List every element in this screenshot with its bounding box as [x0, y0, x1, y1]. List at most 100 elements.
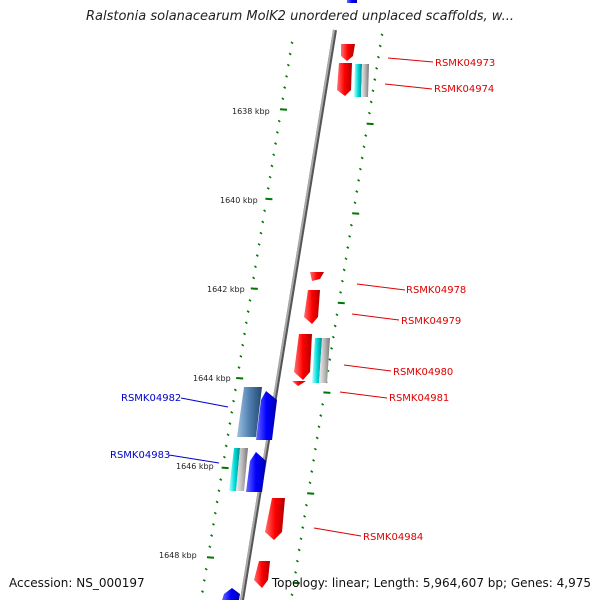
minor-tick: [313, 447, 317, 451]
feature-block[interactable]: [229, 448, 240, 491]
minor-tick: [226, 433, 230, 437]
gene-label-rsmk04982[interactable]: RSMK04982: [121, 393, 181, 404]
major-tick: [206, 556, 215, 559]
minor-tick: [348, 234, 352, 238]
minor-tick: [270, 164, 274, 168]
minor-tick: [290, 593, 294, 597]
accession-text: Accession: NS_000197: [9, 576, 145, 590]
minor-tick: [312, 458, 316, 462]
minor-tick: [367, 111, 371, 115]
minor-tick: [210, 534, 214, 537]
gene-arrow[interactable]: [337, 63, 352, 96]
major-tick: [366, 122, 374, 126]
scale-labels: 1638 kbp 1640 kbp 1642 kbp 1644 kbp 1646…: [159, 107, 270, 560]
minor-tick: [290, 41, 294, 45]
gene-label-rsmk04983[interactable]: RSMK04983: [110, 450, 170, 461]
minor-tick: [213, 511, 217, 515]
minor-tick: [232, 399, 236, 403]
map-title: Ralstonia solanacearum MolK2 unordered u…: [85, 9, 514, 24]
feature-block[interactable]: [361, 64, 369, 97]
minor-tick: [369, 100, 373, 104]
gene-label-rsmk04979[interactable]: RSMK04979: [401, 316, 461, 327]
gene-label-rsmk04973[interactable]: RSMK04973: [435, 58, 495, 69]
gene-arrow[interactable]: [237, 387, 262, 437]
minor-tick: [321, 402, 325, 406]
minor-tick: [274, 142, 278, 145]
gene-arrow[interactable]: [341, 44, 355, 61]
gene-arrow[interactable]: [256, 391, 277, 440]
minor-tick: [217, 489, 221, 493]
major-tick: [307, 492, 315, 495]
feature-block[interactable]: [312, 338, 322, 383]
minor-tick: [295, 559, 299, 563]
feature-block[interactable]: [236, 448, 248, 491]
minor-tick: [230, 410, 234, 414]
minor-tick: [317, 425, 321, 429]
minor-tick: [202, 578, 206, 582]
minor-tick: [281, 97, 285, 101]
gene-labels: RSMK04973 RSMK04974 RSMK04978 RSMK04979 …: [110, 58, 495, 543]
minor-tick: [353, 201, 357, 205]
leader-line: [384, 83, 433, 90]
gene-label-rsmk04974[interactable]: RSMK04974: [434, 84, 494, 95]
minor-tick: [355, 190, 359, 193]
minor-tick: [319, 414, 323, 417]
feature-block[interactable]: [354, 64, 362, 97]
minor-tick: [233, 388, 237, 392]
minor-tick: [299, 537, 303, 541]
minor-tick: [308, 481, 312, 485]
gene-label-rsmk04984[interactable]: RSMK04984: [363, 532, 423, 543]
leader-line: [343, 364, 392, 372]
minor-tick: [261, 220, 265, 224]
minor-tick: [330, 346, 334, 350]
minor-tick: [373, 78, 377, 81]
minor-tick: [222, 455, 226, 459]
leader-line: [313, 527, 362, 537]
minor-tick: [228, 422, 232, 425]
leader-line: [168, 454, 220, 464]
gene-arrow[interactable]: [347, 0, 357, 3]
feature-block[interactable]: [319, 338, 330, 383]
leader-line: [339, 391, 388, 399]
minor-tick: [253, 265, 257, 269]
minor-tick: [360, 156, 364, 160]
minor-tick: [268, 175, 272, 179]
minor-tick: [252, 276, 256, 280]
gene-arrow[interactable]: [254, 561, 270, 588]
gene-label-rsmk04978[interactable]: RSMK04978: [406, 285, 466, 296]
minor-tick: [246, 310, 250, 313]
major-tick: [236, 377, 244, 380]
leader-line: [387, 57, 434, 63]
minor-tick: [333, 324, 337, 328]
major-tick: [250, 287, 258, 290]
gene-label-rsmk04980[interactable]: RSMK04980: [393, 367, 453, 378]
minor-tick: [378, 44, 382, 48]
gene-arrow[interactable]: [292, 381, 306, 386]
reverse-strand-genes: [222, 387, 277, 600]
minor-tick: [301, 526, 305, 529]
gene-arrow[interactable]: [304, 290, 320, 324]
minor-tick: [362, 145, 366, 149]
gene-arrow[interactable]: [222, 588, 240, 600]
scale-label-1638: 1638 kbp: [232, 107, 270, 116]
gene-arrow[interactable]: [265, 498, 285, 540]
minor-tick: [201, 590, 204, 593]
minor-tick: [346, 246, 350, 249]
gene-arrow[interactable]: [310, 272, 324, 281]
gene-arrow[interactable]: [246, 452, 266, 492]
forward-strand-genes: [254, 0, 369, 588]
minor-tick: [358, 167, 362, 171]
minor-tick: [340, 279, 344, 283]
leader-line: [351, 313, 400, 321]
scale-label-1648: 1648 kbp: [159, 551, 197, 560]
minor-tick: [285, 74, 289, 78]
minor-tick: [272, 153, 276, 157]
gene-arrow[interactable]: [294, 334, 312, 380]
minor-tick: [294, 570, 298, 574]
minor-tick: [315, 436, 319, 440]
minor-tick: [224, 444, 228, 448]
minor-tick: [339, 290, 343, 294]
gene-label-rsmk04981[interactable]: RSMK04981: [389, 393, 449, 404]
minor-tick: [286, 63, 290, 67]
scale-label-1644: 1644 kbp: [193, 374, 231, 383]
